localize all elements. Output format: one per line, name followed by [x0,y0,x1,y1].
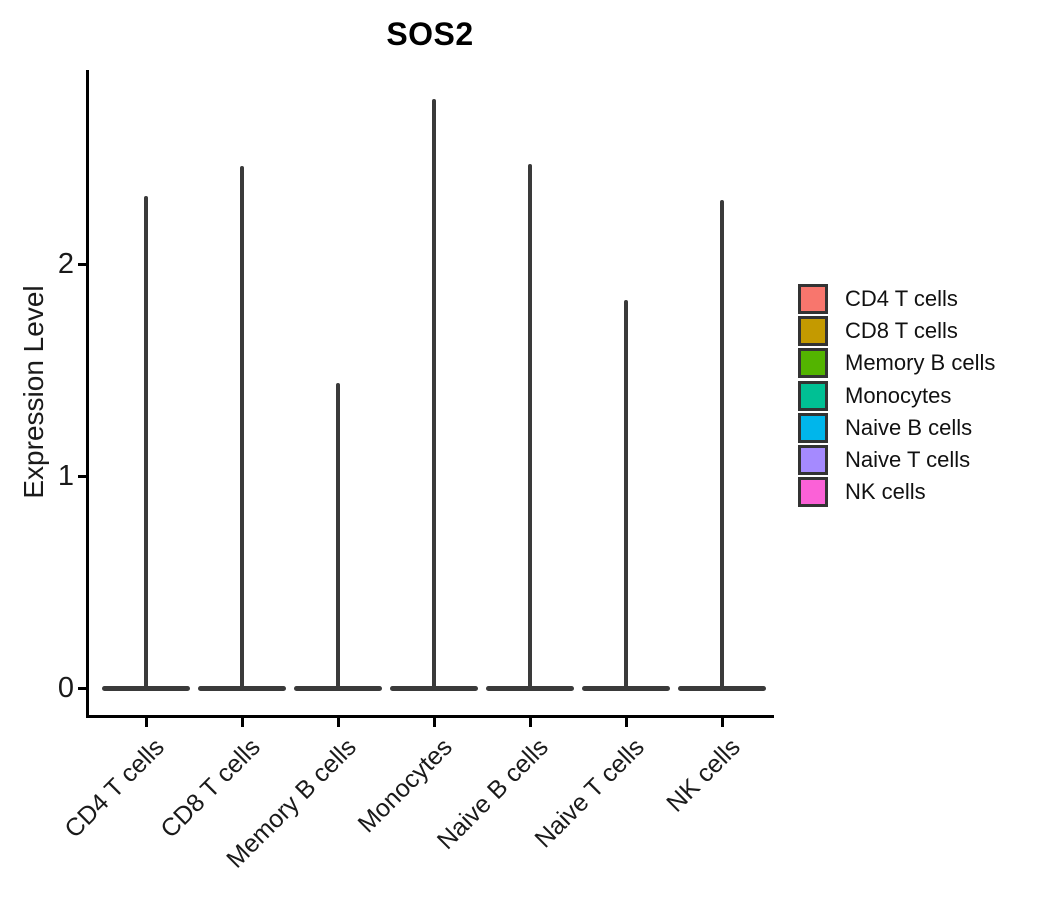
y-tick-label-0: 0 [57,672,74,704]
x-axis-line [86,715,774,718]
legend-item-memory-b-cells: Memory B cells [798,348,996,379]
legend-swatch-cd4-t-cells [798,284,828,314]
x-tick-mark-memory-b-cells [336,717,340,727]
x-tick-mark-naive-b-cells [528,717,532,727]
legend-item-naive-b-cells: Naive B cells [798,412,973,443]
violin-spike-naive-b-cells [528,164,532,690]
x-tick-mark-nk-cells [720,717,724,727]
legend-swatch-naive-t-cells [798,445,828,475]
violin-spike-cd4-t-cells [144,196,148,690]
violin-spike-memory-b-cells [336,382,340,690]
legend-label-memory-b-cells: Memory B cells [845,350,996,376]
legend-swatch-nk-cells [798,477,828,508]
x-tick-mark-monocytes [432,717,436,727]
y-tick-label-2: 2 [57,248,74,280]
violin-spike-naive-t-cells [624,300,628,690]
x-tick-mark-naive-t-cells [624,717,628,727]
violin-base-cd4-t-cells [102,685,190,691]
legend-label-naive-t-cells: Naive T cells [845,447,971,472]
x-tick-label-nk-cells: NK cells [661,733,746,818]
legend-label-cd8-t-cells: CD8 T cells [845,318,958,344]
legend-swatch-memory-b-cells [798,348,828,379]
violin-base-cd8-t-cells [198,685,286,691]
violin-base-memory-b-cells [294,685,382,691]
legend-swatch-monocytes [798,380,828,411]
violin-spike-nk-cells [720,200,724,690]
violin-base-nk-cells [678,685,766,691]
y-tick-mark-0 [78,686,87,690]
legend-item-monocytes: Monocytes [798,380,952,411]
legend-label-monocytes: Monocytes [845,382,952,408]
legend-item-naive-t-cells: Naive T cells [798,445,970,475]
y-tick-label-1: 1 [57,460,74,492]
legend-label-cd4-t-cells: CD4 T cells [845,286,958,311]
legend-item-cd4-t-cells: CD4 T cells [798,284,958,314]
violin-spike-monocytes [432,98,436,690]
chart-title: SOS2 [386,16,474,52]
violin-base-naive-b-cells [486,685,574,691]
violin-base-naive-t-cells [582,685,670,691]
legend-item-cd8-t-cells: CD8 T cells [798,316,958,347]
violin-spike-cd8-t-cells [240,166,244,690]
y-axis-line [86,70,89,718]
legend-swatch-naive-b-cells [798,412,828,443]
legend-label-nk-cells: NK cells [845,479,926,505]
x-tick-label-cd4-t-cells: CD4 T cells [59,733,170,844]
y-tick-mark-2 [78,262,87,266]
x-tick-mark-cd8-t-cells [240,717,244,727]
y-tick-mark-1 [78,474,87,478]
legend-swatch-cd8-t-cells [798,316,828,347]
legend-label-naive-b-cells: Naive B cells [845,414,973,440]
x-tick-mark-cd4-t-cells [144,717,148,727]
violin-base-monocytes [390,685,478,691]
legend-item-nk-cells: NK cells [798,477,926,508]
